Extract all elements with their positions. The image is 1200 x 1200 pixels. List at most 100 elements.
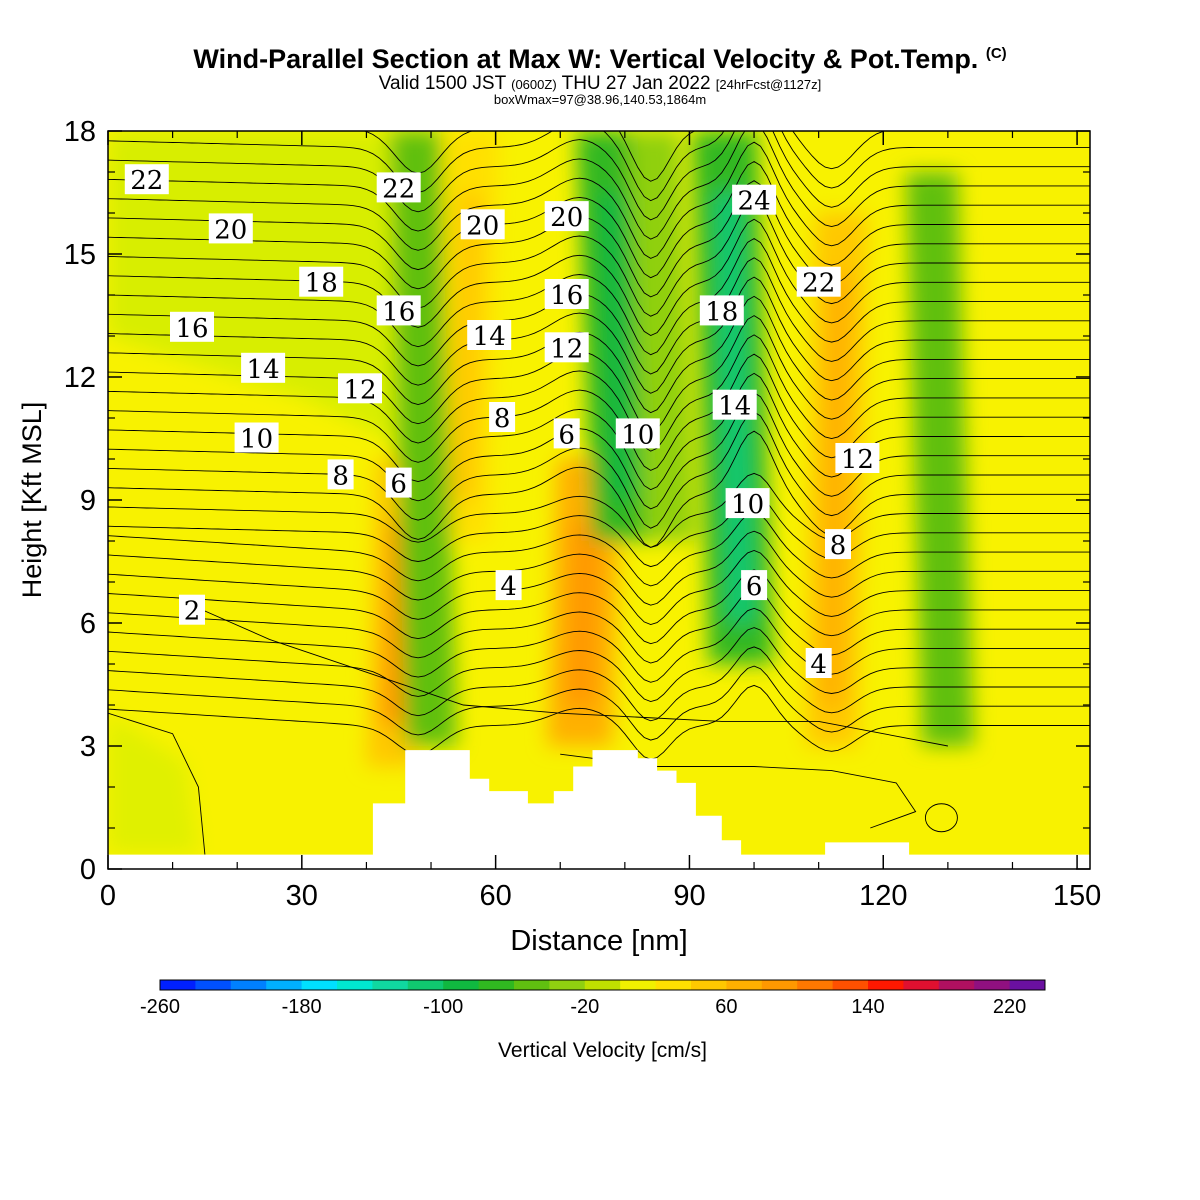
- theta-label-box: [385, 467, 412, 498]
- y-tick-label: 18: [64, 116, 96, 148]
- theta-label-text: 6: [390, 470, 407, 500]
- theta-label-box: [241, 352, 286, 383]
- theta-contour: [108, 646, 1090, 722]
- theta-label-box: [732, 184, 777, 215]
- theta-label: 16: [376, 295, 421, 327]
- x-tick-label: 150: [1053, 880, 1101, 912]
- theta-contour: [108, 131, 1090, 202]
- theta-contour: [108, 588, 1090, 664]
- theta-label-box: [544, 279, 589, 309]
- x-tick-label: 90: [673, 880, 705, 912]
- colorbar-swatch: [584, 980, 621, 990]
- theta-label-box: [553, 418, 580, 449]
- colorbar-swatch: [372, 980, 409, 990]
- theta-label-text: 10: [731, 490, 764, 520]
- theta-label-text: 24: [738, 187, 771, 217]
- colorbar-tick-label: -20: [570, 996, 599, 1018]
- theta-label-text: 14: [247, 355, 280, 385]
- theta-label-box: [796, 266, 841, 297]
- colorbar-label: Vertical Velocity [cm/s]: [498, 1039, 707, 1062]
- theta-contour: [108, 180, 1090, 298]
- theta-label-box: [179, 594, 205, 625]
- theta-label: 6: [741, 570, 768, 602]
- theta-label: 12: [835, 443, 880, 475]
- y-tick-label: 12: [64, 362, 96, 394]
- theta-label-text: 6: [746, 572, 763, 602]
- colorbar-swatch: [726, 980, 763, 990]
- theta-label: 20: [208, 213, 253, 245]
- theta-label: 10: [725, 488, 770, 520]
- colorbar-swatch: [549, 980, 586, 990]
- theta-label: 6: [385, 467, 412, 500]
- theta-label-box: [741, 570, 768, 601]
- theta-label-text: 20: [550, 203, 583, 233]
- vv-column-core: [819, 274, 851, 705]
- theta-label-text: 8: [830, 531, 847, 561]
- theta-label-box: [124, 164, 169, 195]
- theta-label-box: [699, 295, 744, 326]
- theta-label-text: 4: [500, 572, 517, 602]
- theta-label: 12: [338, 373, 382, 405]
- theta-label: 16: [544, 279, 589, 311]
- colorbar-swatch: [868, 980, 904, 990]
- theta-label: 22: [376, 172, 421, 204]
- chart-title: Wind-Parallel Section at Max W: Vertical…: [193, 44, 1007, 74]
- theta-label-box: [338, 373, 382, 404]
- theta-label-text: 8: [494, 404, 511, 434]
- theta-contour: [108, 665, 1090, 741]
- colorbar-swatch: [443, 980, 480, 990]
- theta-label-text: 14: [473, 322, 506, 352]
- theta-label: 8: [489, 402, 516, 434]
- x-tick-label: 60: [479, 880, 511, 912]
- theta-label-box: [467, 320, 512, 350]
- colorbar-swatch: [655, 980, 692, 990]
- theta-label-box: [725, 488, 770, 519]
- colorbar-swatch: [691, 980, 727, 990]
- theta-contour: [108, 160, 1090, 279]
- theta-label: 22: [124, 164, 169, 196]
- terrain: [108, 750, 1090, 869]
- theta-label-text: 8: [332, 461, 349, 491]
- theta-contour: [108, 257, 1090, 375]
- theta-label-text: 10: [621, 420, 654, 450]
- theta-contour: [108, 276, 1090, 394]
- x-tick-label: 30: [286, 880, 318, 912]
- theta-contours: [108, 131, 1090, 855]
- x-tick-label: 0: [100, 880, 116, 912]
- theta-label-text: 16: [175, 314, 208, 344]
- colorbar-swatch: [797, 980, 834, 990]
- theta-label-text: 18: [705, 297, 738, 327]
- theta-contour: [108, 353, 1090, 471]
- colorbar-swatch: [974, 980, 1011, 990]
- theta-label-text: 20: [466, 211, 499, 241]
- theta-label-box: [495, 570, 522, 601]
- theta-contour: [108, 334, 1090, 452]
- theta-contour: [108, 569, 1090, 645]
- colorbar-tick-label: 220: [993, 996, 1026, 1018]
- colorbar-swatch: [266, 980, 303, 990]
- theta-contour: [108, 492, 1090, 568]
- theta-label: 4: [805, 648, 832, 680]
- theta-contour: [108, 131, 1090, 240]
- theta-contour: [108, 511, 1090, 587]
- theta-label-text: 12: [550, 334, 583, 364]
- theta-label-text: 16: [550, 281, 583, 311]
- y-tick-label: 6: [80, 608, 96, 640]
- vv-column-core: [645, 192, 682, 500]
- colorbar-tick-label: 140: [851, 996, 884, 1018]
- theta-label-box: [825, 529, 851, 560]
- colorbar: -260 -180 -100 -20 60 140 220 Vertical Velocity…: [140, 979, 1046, 1062]
- colorbar-tick-label: 60: [715, 996, 737, 1018]
- chart-subtitle: Valid 1500 JST (0600Z) THU 27 Jan 2022 […: [378, 73, 822, 94]
- theta-label: 14: [467, 320, 512, 352]
- theta-contour: [108, 392, 1090, 510]
- theta-label: 4: [495, 570, 522, 602]
- theta-label: 6: [553, 418, 580, 450]
- colorbar-swatch: [938, 980, 975, 990]
- axes: 0 30 60 90 120 150 0 3 6 9 12 15 18 Distance [nm] Heig…: [17, 116, 1101, 957]
- theta-contour: [108, 684, 1090, 760]
- theta-label-box: [712, 389, 757, 420]
- theta-label-box: [460, 209, 505, 240]
- colorbar-swatch: [407, 980, 444, 990]
- vv-column-core: [565, 520, 602, 705]
